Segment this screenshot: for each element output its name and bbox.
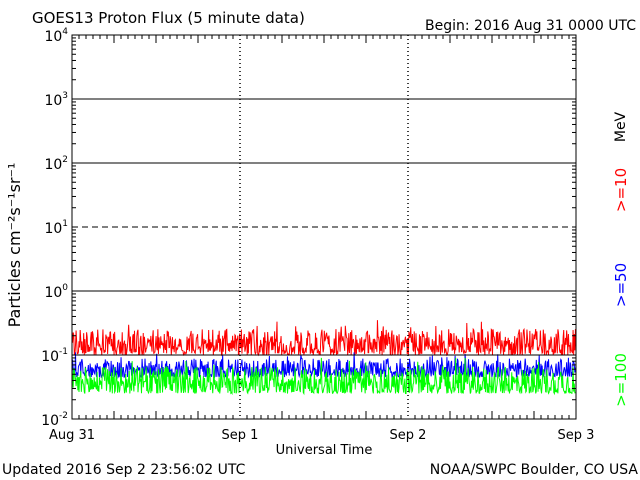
updated-timestamp: Updated 2016 Sep 2 23:56:02 UTC <box>2 462 246 478</box>
legend-series-2: >=50 <box>612 263 630 307</box>
x-tick-label: Aug 31 <box>49 428 95 443</box>
series-line-1 <box>71 320 577 357</box>
y-tick-label: 102 <box>44 155 68 173</box>
legend-unit-mev: MeV <box>613 111 629 142</box>
x-tick-label: Sep 2 <box>390 428 427 443</box>
y-tick-label: 100 <box>44 283 68 301</box>
y-tick-label: 10-2 <box>41 411 68 429</box>
begin-date: Begin: 2016 Aug 31 0000 UTC <box>425 18 636 34</box>
x-axis-label: Universal Time <box>276 443 373 458</box>
y-tick-label: 104 <box>44 27 68 45</box>
y-tick-label: 103 <box>44 91 68 109</box>
y-tick-label: 101 <box>44 219 68 237</box>
chart-title: GOES13 Proton Flux (5 minute data) <box>32 9 305 27</box>
series-layer <box>71 320 577 396</box>
x-tick-label: Sep 1 <box>222 428 259 443</box>
y-axis-label: Particles cm⁻²s⁻¹sr⁻¹ <box>5 163 24 328</box>
credit-label: NOAA/SWPC Boulder, CO USA <box>430 462 639 478</box>
legend-series-3: >=100 <box>612 353 630 407</box>
x-tick-label: Sep 3 <box>558 428 595 443</box>
x-tick-labels: Aug 31 Sep 1 Sep 2 Sep 3 <box>49 428 594 443</box>
y-tick-label: 10-1 <box>41 347 68 365</box>
legend: >=10 >=50 >=100 <box>612 168 630 407</box>
plot-frame <box>71 34 577 420</box>
legend-series-1: >=10 <box>612 168 630 212</box>
series-line-2 <box>71 352 577 379</box>
grid-lines <box>72 35 576 419</box>
y-tick-labels: 10-2 10-1 100 101 102 103 104 <box>41 27 68 429</box>
series-line-3 <box>71 357 577 396</box>
